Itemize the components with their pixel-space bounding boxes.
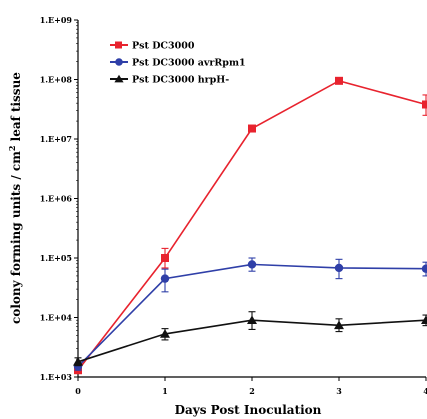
legend-marker-square bbox=[115, 41, 122, 49]
data-point-triangle bbox=[421, 315, 427, 325]
data-point-square bbox=[248, 124, 256, 133]
y-tick-label: 1.E+08 bbox=[40, 75, 73, 85]
data-point-square bbox=[161, 254, 169, 262]
legend-item-pst-dc3000-hrph: Pst DC3000 hrpH- bbox=[110, 75, 229, 86]
legend: Pst DC3000 Pst DC3000 avrRpm1 Pst DC3000… bbox=[110, 41, 246, 86]
y-axis-title: colony forming units / cm2 leaf tissue bbox=[7, 72, 23, 324]
data-point-triangle bbox=[160, 329, 170, 338]
data-point-circle bbox=[421, 264, 427, 273]
data-point-triangle bbox=[334, 320, 344, 330]
y-tick-label: 1.E+05 bbox=[40, 253, 72, 263]
data-point-circle bbox=[160, 274, 170, 283]
legend-marker-circle bbox=[115, 58, 123, 66]
legend-marker-triangle bbox=[114, 74, 124, 83]
data-point-triangle bbox=[73, 357, 83, 366]
legend-label-pst-dc3000: Pst DC3000 bbox=[132, 41, 195, 52]
x-axis-ticks: 0 1 2 3 4 bbox=[75, 377, 427, 396]
x-tick-label: 2 bbox=[249, 386, 255, 396]
legend-label-pst-dc3000-hrph: Pst DC3000 hrpH- bbox=[132, 75, 229, 86]
y-tick-label: 1.E+07 bbox=[40, 134, 72, 144]
y-axis-ticks: 1.E+03 1.E+04 1.E+05 1.E+06 1.E+07 1.E+08 1.E+… bbox=[40, 15, 78, 382]
data-point-triangle bbox=[247, 315, 257, 325]
x-axis-title: Days Post Inoculation bbox=[175, 403, 322, 417]
y-tick-label: 1.E+03 bbox=[40, 372, 73, 382]
legend-item-pst-dc3000-avrrpm1: Pst DC3000 avrRpm1 bbox=[110, 58, 246, 69]
y-tick-label: 1.E+04 bbox=[40, 313, 73, 323]
y-tick-label: 1.E+06 bbox=[40, 194, 73, 204]
y-axis-title-tail: leaf tissue bbox=[9, 72, 23, 146]
data-point-circle bbox=[247, 260, 257, 269]
data-point-circle bbox=[334, 263, 344, 273]
legend-label-pst-dc3000-avrrpm1: Pst DC3000 avrRpm1 bbox=[132, 58, 246, 69]
y-axis-title-main: colony forming units / cm bbox=[9, 151, 23, 324]
x-tick-label: 4 bbox=[423, 386, 427, 396]
series-1 bbox=[73, 257, 427, 371]
x-tick-label: 1 bbox=[162, 386, 168, 396]
series-2 bbox=[73, 311, 427, 367]
series-layer bbox=[73, 76, 427, 375]
y-axis-title-superscript: 2 bbox=[7, 146, 17, 152]
x-tick-label: 3 bbox=[336, 386, 342, 396]
data-point-square bbox=[335, 76, 343, 85]
y-tick-label: 1.E+09 bbox=[40, 15, 73, 25]
legend-item-pst-dc3000: Pst DC3000 bbox=[110, 41, 195, 52]
data-point-square bbox=[422, 100, 427, 109]
x-tick-label: 0 bbox=[75, 386, 81, 396]
